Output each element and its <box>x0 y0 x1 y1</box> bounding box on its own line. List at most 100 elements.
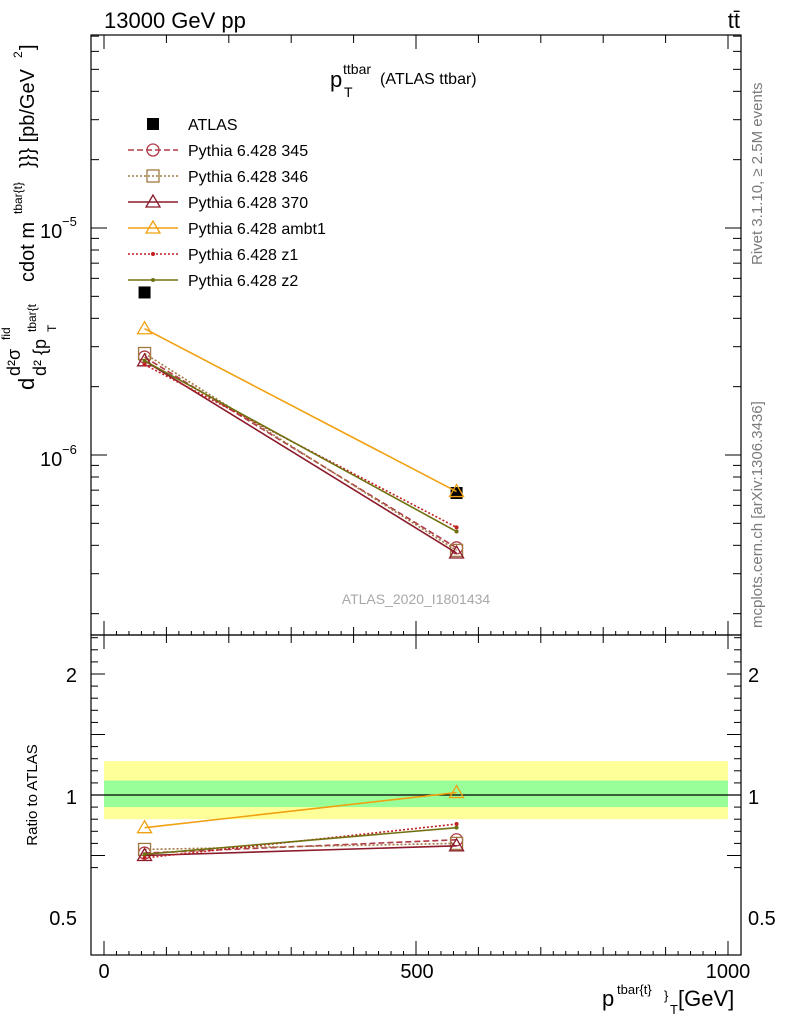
ylabel-mid-sup: tbar{t} <box>11 182 25 214</box>
ylabel-mid: cdot m <box>17 222 39 282</box>
series-pythia-6-428-ambt1-ratio-point <box>448 784 465 799</box>
series-pythia-6-428-370-ratio-point <box>448 837 465 852</box>
xtick-1000: 1000 <box>706 961 751 983</box>
series-pythia-6-428-ambt1-point <box>448 483 465 498</box>
main-ytick-1e-6: 10 −6 <box>40 442 77 471</box>
title-p: p <box>330 67 342 92</box>
legend-marker <box>146 143 160 157</box>
x-axis-label: p tbar{t} } T [GeV] <box>602 982 734 1017</box>
ylabel-num: d²σ <box>4 349 24 376</box>
series-pythia-6-428-z2-point <box>142 358 147 363</box>
series-pythia-6-428-370-ratio-line <box>144 845 457 857</box>
series-pythia-6-428-346-point <box>449 543 464 558</box>
legend-item-pythia-6-428-ambt1: Pythia 6.428 ambt1 <box>128 219 326 238</box>
series-pythia-6-428-346-main <box>137 346 464 558</box>
legend-item-pythia-6-428-346: Pythia 6.428 346 <box>128 169 308 186</box>
ytick-1e-5-exp: −5 <box>62 214 77 229</box>
series-pythia-6-428-ambt1-ratio-point <box>136 819 153 834</box>
ratio-ytick-05-left: 0.5 <box>49 908 77 930</box>
ylabel-post-sup: 2 <box>11 51 25 58</box>
ratio-band-inner <box>104 780 728 808</box>
ratio-ytick-2-left: 2 <box>66 665 77 687</box>
series-pythia-6-428-346-ratio-point <box>449 836 464 851</box>
legend-item-atlas: ATLAS <box>147 117 238 134</box>
xlabel-unit: [GeV] <box>678 986 734 1011</box>
title-sup: ttbar <box>343 61 371 77</box>
series-pythia-6-428-370-point <box>448 544 465 559</box>
legend-item-pythia-6-428-z2: Pythia 6.428 z2 <box>128 273 298 290</box>
ytick-1e-6-exp: −6 <box>62 442 77 457</box>
legend-item-pythia-6-428-345: Pythia 6.428 345 <box>128 143 308 160</box>
series-pythia-6-428-370-line <box>144 360 457 554</box>
xlabel-sup: tbar{t} <box>617 982 652 997</box>
legend-marker <box>147 118 159 130</box>
series-atlas-main <box>138 286 463 500</box>
ratio-ytick-1-right: 1 <box>748 787 759 809</box>
series-pythia-6-428-z2-point <box>454 529 459 534</box>
ylabel-post: }}} [pb/GeV <box>17 68 39 168</box>
main-ytick-1e-5: 10 −5 <box>40 214 77 243</box>
ytick-1e-6-base: 10 <box>40 449 62 471</box>
legend-label: Pythia 6.428 345 <box>188 143 308 160</box>
ylabel-close: ] <box>17 44 39 50</box>
ylabel-num-sup: fid <box>0 327 13 340</box>
ratio-ylabel: Ratio to ATLAS <box>24 744 41 845</box>
series-atlas-point <box>138 286 151 299</box>
series-pythia-6-428-z1-main <box>142 362 459 530</box>
mcplots-label: mcplots.cern.ch [arXiv:1306.3436] <box>749 401 766 628</box>
ylabel-den-sup: tbar{t <box>25 303 39 332</box>
ratio-ytick-2-right: 2 <box>748 665 759 687</box>
analysis-id-label: ATLAS_2020_I1801434 <box>342 591 491 607</box>
legend-item-pythia-6-428-370: Pythia 6.428 370 <box>128 193 308 212</box>
title-rest: (ATLAS ttbar) <box>380 71 477 88</box>
series-pythia-6-428-346-line <box>144 352 457 552</box>
series-pythia-6-428-z2-ratio-point <box>142 852 147 857</box>
series-pythia-6-428-z1-point <box>454 525 459 530</box>
series-pythia-6-428-z2-ratio-point <box>454 825 459 830</box>
series-pythia-6-428-z2-line <box>144 360 457 533</box>
legend-label: Pythia 6.428 z2 <box>188 273 298 290</box>
legend-label: ATLAS <box>188 117 238 134</box>
legend-marker <box>151 278 155 282</box>
series-pythia-6-428-z2-ratio-line <box>144 826 457 856</box>
legend-label: Pythia 6.428 z1 <box>188 247 298 264</box>
xlabel-sub2: T <box>670 1002 678 1017</box>
xtick-500: 500 <box>400 961 433 983</box>
series-pythia-6-428-z1-line <box>144 363 457 529</box>
legend-marker <box>144 193 162 208</box>
ylabel-den: d² {p <box>30 339 50 376</box>
legend-marker <box>144 219 162 234</box>
legend-item-pythia-6-428-z1: Pythia 6.428 z1 <box>128 247 298 264</box>
title-sub: T <box>344 84 353 100</box>
rivet-label: Rivet 3.1.10, ≥ 2.5M events <box>749 83 766 266</box>
series-pythia-6-428-ambt1-ratio <box>136 784 465 834</box>
series-pythia-6-428-ambt1-point <box>136 320 153 335</box>
ylabel-den-sub: T <box>45 324 59 332</box>
main-plot-title: p T ttbar (ATLAS ttbar) <box>330 61 477 100</box>
legend-label: Pythia 6.428 346 <box>188 169 308 186</box>
series-pythia-6-428-ambt1-ratio-line <box>144 791 457 829</box>
ratio-ytick-05-right: 0.5 <box>748 908 776 930</box>
xlabel-sub: } <box>664 988 669 1003</box>
series-pythia-6-428-346-ratio-line <box>144 842 457 851</box>
ylabel-d: d <box>14 378 39 390</box>
series-pythia-6-428-z2-ratio <box>142 825 459 857</box>
series-pythia-6-428-z2-main <box>142 358 459 534</box>
series-pythia-6-428-ambt1-line <box>144 328 457 493</box>
process-label: tt̄ <box>728 8 740 33</box>
ratio-plot-panel <box>90 634 742 956</box>
xlabel-p: p <box>602 986 614 1011</box>
ratio-ytick-1-left: 1 <box>66 787 77 809</box>
ytick-1e-5-base: 10 <box>40 221 62 243</box>
main-ylabel: d d²σ fid d² {p T tbar{t cdot m tbar{t} … <box>0 44 59 390</box>
legend-label: Pythia 6.428 ambt1 <box>188 221 326 238</box>
series-pythia-6-428-z1-ratio-point <box>142 855 147 860</box>
legend-marker <box>146 169 160 183</box>
series-pythia-6-428-ambt1-main <box>136 320 465 498</box>
series-pythia-6-428-z1-point <box>142 362 147 367</box>
energy-label: 13000 GeV pp <box>104 8 246 33</box>
legend-label: Pythia 6.428 370 <box>188 195 308 212</box>
legend-marker <box>151 252 155 256</box>
xtick-0: 0 <box>98 961 109 983</box>
